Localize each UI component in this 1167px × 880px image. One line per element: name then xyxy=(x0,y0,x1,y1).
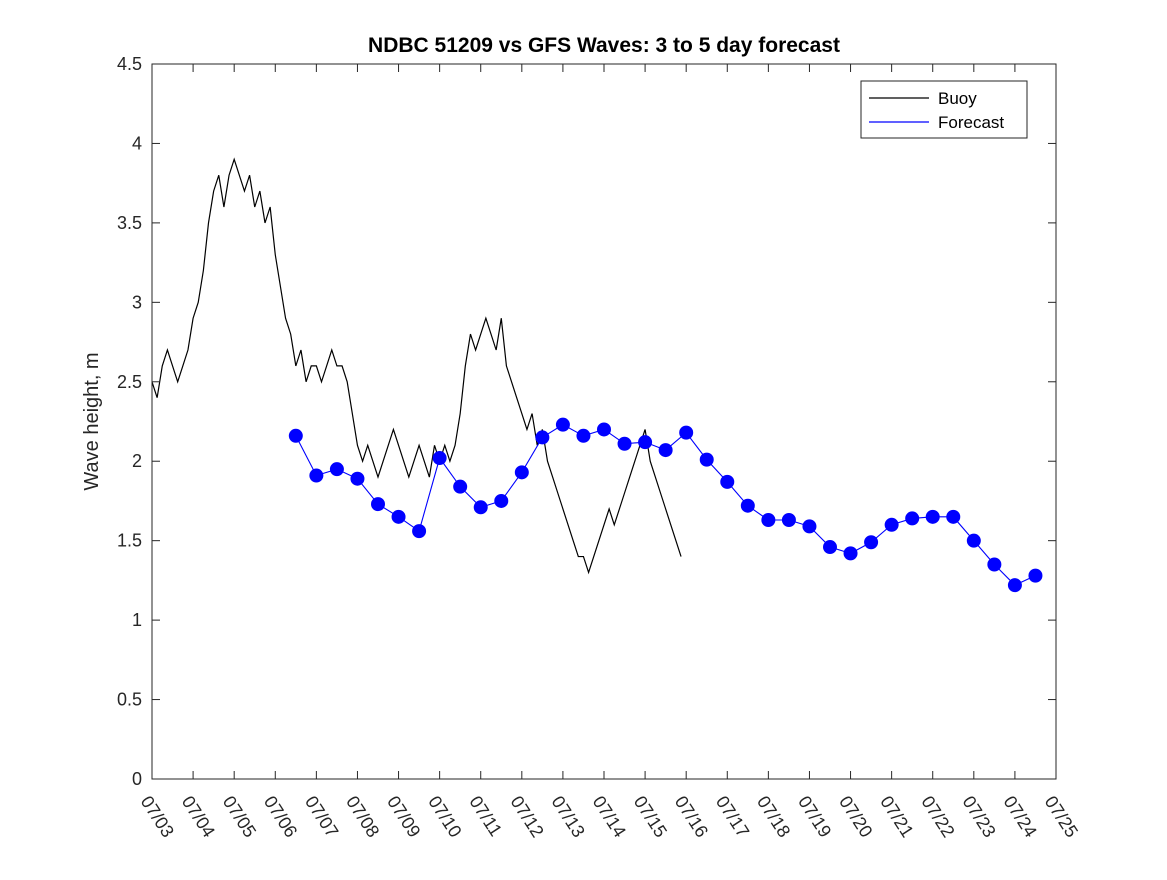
legend: Buoy Forecast xyxy=(860,80,1028,139)
forecast-point xyxy=(638,435,653,450)
forecast-point xyxy=(309,468,324,483)
forecast-point xyxy=(843,546,858,561)
forecast-point xyxy=(288,428,303,443)
forecast-point xyxy=(576,428,591,443)
forecast-point xyxy=(658,443,673,458)
forecast-point xyxy=(1028,568,1043,583)
y-tick-label: 2.5 xyxy=(117,372,142,392)
forecast-point xyxy=(597,422,611,437)
series-buoy xyxy=(152,157,682,575)
forecast-point xyxy=(823,540,837,555)
forecast-point xyxy=(966,533,981,548)
forecast-point xyxy=(514,465,529,480)
forecast-point xyxy=(473,500,488,515)
forecast-point xyxy=(350,471,365,486)
forecast-point xyxy=(699,452,714,467)
forecast-point xyxy=(925,509,940,524)
chart-title: NDBC 51209 vs GFS Waves: 3 to 5 day fore… xyxy=(368,34,840,57)
forecast-point xyxy=(864,535,879,550)
forecast-point xyxy=(720,474,735,489)
y-tick-label: 0 xyxy=(132,769,142,789)
forecast-point xyxy=(391,509,406,524)
forecast-point xyxy=(494,493,509,508)
y-tick-label: 2 xyxy=(132,451,142,471)
y-tick-label: 4.5 xyxy=(117,54,142,74)
legend-label-forecast: Forecast xyxy=(938,113,1004,132)
forecast-point xyxy=(740,498,755,513)
forecast-point xyxy=(617,436,632,451)
y-tick-label: 1.5 xyxy=(117,531,142,551)
series-layer xyxy=(152,157,1043,593)
forecast-point xyxy=(761,513,776,528)
forecast-point xyxy=(453,479,468,494)
series-forecast xyxy=(288,417,1043,593)
forecast-point xyxy=(555,417,570,432)
forecast-point xyxy=(329,462,344,477)
y-tick-label: 3.5 xyxy=(117,213,142,233)
buoy-line xyxy=(152,157,682,575)
legend-label-buoy: Buoy xyxy=(938,89,977,108)
forecast-point xyxy=(1007,578,1022,593)
forecast-point xyxy=(946,509,961,524)
y-tick-label: 3 xyxy=(132,292,142,312)
y-tick-label: 4 xyxy=(132,133,142,153)
forecast-point xyxy=(535,430,550,445)
forecast-point xyxy=(412,524,427,539)
forecast-point xyxy=(432,451,447,466)
y-axis-label: Wave height, m xyxy=(81,352,103,490)
y-tick-label: 0.5 xyxy=(117,690,142,710)
forecast-point xyxy=(987,557,1002,572)
forecast-point xyxy=(884,517,899,532)
forecast-point xyxy=(781,513,796,528)
forecast-point xyxy=(679,425,694,440)
forecast-point xyxy=(802,519,817,534)
plot-background xyxy=(152,64,1056,779)
forecast-point xyxy=(905,511,920,526)
legend-box xyxy=(860,80,1028,139)
y-tick-label: 1 xyxy=(132,610,142,630)
forecast-point xyxy=(371,497,385,512)
